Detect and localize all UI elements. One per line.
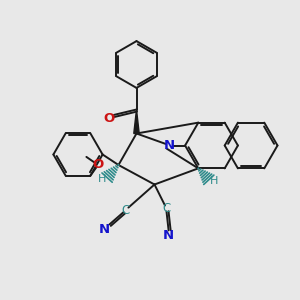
Text: N: N (98, 223, 110, 236)
Text: O: O (92, 158, 103, 171)
Text: C: C (162, 202, 171, 215)
Text: O: O (103, 112, 114, 125)
Text: H: H (210, 176, 218, 186)
Text: N: N (164, 139, 175, 152)
Text: N: N (163, 229, 174, 242)
Polygon shape (134, 110, 139, 134)
Text: H: H (98, 174, 106, 184)
Text: C: C (122, 203, 130, 217)
